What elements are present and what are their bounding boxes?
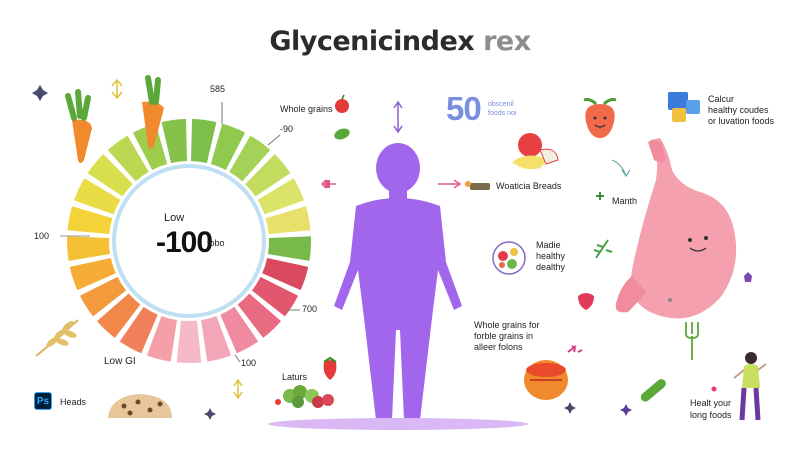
woman-icon: [733, 352, 767, 421]
apple-face-icon: [583, 98, 617, 138]
up-down-arrow-icon: [111, 78, 123, 100]
sparkle-icon: [32, 85, 48, 101]
salad-bowl-icon: [492, 241, 526, 275]
wheel-bottom-value: 100: [241, 358, 257, 368]
grape-icon: [275, 385, 334, 408]
wheel-segment: [229, 135, 271, 182]
wheel-segment: [262, 257, 309, 291]
wheel-segment: [220, 306, 259, 354]
whole-grains-for-line-2: forble grains in: [474, 331, 534, 341]
wheel-segment: [107, 135, 149, 182]
fifty-value: 50: [446, 90, 482, 127]
wheel-center-label: Low: [164, 212, 185, 224]
wheel-segment: [119, 306, 158, 354]
bread-icon: [108, 394, 172, 418]
whole-grains-for-line-3: alleer folons: [474, 342, 523, 352]
blueberries-icon: [668, 92, 700, 122]
herb-icon: [593, 239, 613, 259]
up-down-arrow-icon: [233, 378, 243, 400]
wheel-center-value: -100: [156, 226, 213, 259]
wheel-top-value: 585: [210, 84, 226, 94]
sparkle-icon: [204, 408, 216, 420]
strawberry-icon: [323, 356, 337, 380]
wheel-segment: [265, 206, 311, 234]
wheat-icon: [35, 319, 79, 357]
person-silhouette-icon: [334, 143, 462, 420]
month-label: Manth: [612, 196, 638, 206]
health-line-2: long foods: [690, 410, 732, 420]
wheel-segment: [161, 119, 188, 164]
fifty-text-line-1: obscenil: [488, 101, 514, 108]
tick-upper-right: [267, 134, 281, 146]
wheel-segment: [257, 178, 305, 215]
wheel-center: [114, 166, 264, 316]
whole-grains-for-line-1: Whole grains for: [474, 320, 540, 330]
madie-line-3: dealthy: [536, 262, 566, 272]
wheel-segment: [69, 257, 116, 291]
fork-icon: [685, 322, 699, 360]
sprout-icon: [596, 192, 604, 200]
marker-icon: [325, 180, 330, 188]
wheel-segment: [96, 293, 141, 338]
photoshop-icon: Ps: [34, 392, 52, 410]
wheel-lower-right-value: 700: [302, 304, 318, 314]
wheel-segment: [245, 154, 291, 197]
wheel-segment: [210, 123, 246, 170]
wheel-left-value: 100: [34, 231, 50, 241]
dot-icon: [711, 386, 717, 392]
apple-icon: [335, 94, 349, 113]
fifty-text-line-2: foods noi: [488, 110, 517, 117]
carrot-icon: [142, 75, 164, 149]
wheel-segment: [87, 154, 133, 197]
laturs-label: Laturs: [282, 372, 308, 382]
bowl-icon: [524, 345, 583, 400]
low-gi-label: Low GI: [104, 356, 136, 367]
arrow-right-icon: [438, 179, 462, 189]
health-line-1: Healt your: [690, 398, 732, 408]
cucumber-icon: [640, 379, 666, 402]
gi-wheel: [66, 119, 311, 363]
apple-icon: [512, 133, 559, 170]
food-plate-icon: [465, 181, 490, 190]
wheel-segment: [79, 276, 127, 317]
leaf-icon: [334, 128, 350, 140]
carrot-icon: [65, 89, 92, 163]
wheel-inner-ring: [112, 164, 266, 318]
strawberry-icon: [578, 293, 594, 310]
page-title: Glycenicindex rex: [269, 26, 531, 57]
sparkle-icon: [564, 402, 576, 414]
wheel-segment: [73, 178, 121, 215]
up-down-arrow-icon: [393, 100, 403, 134]
person-shadow: [268, 418, 528, 430]
wheel-segment: [190, 119, 217, 164]
curved-arrow-icon: [611, 159, 631, 178]
calcur-line-2: healthy coudes: [708, 105, 769, 115]
wheel-upper-right-value: -90: [280, 124, 294, 134]
wheel-segment: [67, 206, 113, 234]
calcur-line-1: Calcur: [708, 94, 735, 104]
wheel-segment: [237, 293, 282, 338]
sparkle-icon: [620, 404, 632, 416]
whole-grains-label: Whole grains: [280, 104, 333, 114]
heads-label: Heads: [60, 397, 87, 407]
wheel-segment: [146, 316, 177, 362]
wheel-segment: [176, 320, 202, 363]
tick-bottom: [234, 354, 241, 363]
berry-icon: [744, 272, 752, 282]
madie-line-2: healthy: [536, 251, 566, 261]
wheel-segment: [251, 276, 299, 317]
wheel-segment: [201, 316, 232, 362]
madie-line-1: Madie: [536, 240, 561, 250]
stomach-icon: [615, 138, 737, 319]
wheel-segment: [267, 236, 311, 261]
whole-breads-label: Woaticia Breads: [496, 181, 562, 191]
wheel-center-unit: tobo: [207, 238, 225, 248]
calcur-line-3: or luvation foods: [708, 116, 775, 126]
dot-icon: [668, 298, 672, 302]
wheel-segment: [66, 236, 111, 261]
